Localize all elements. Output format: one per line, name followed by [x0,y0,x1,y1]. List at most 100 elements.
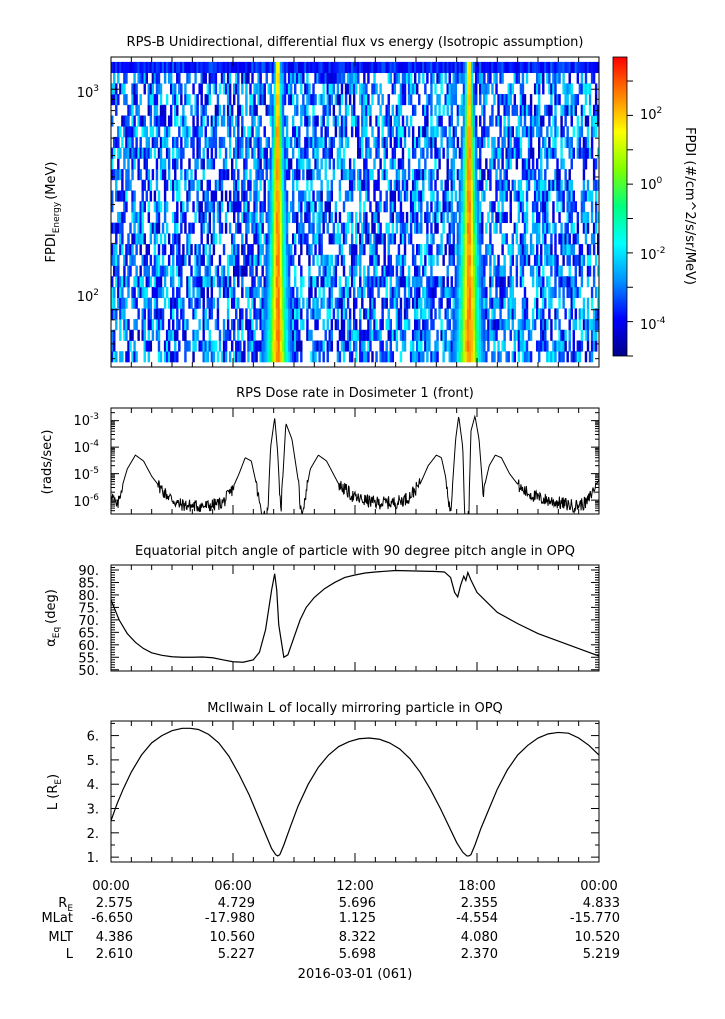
heatmap-cell [352,340,356,352]
heatmap-cell [180,297,183,309]
heatmap-cell [495,286,498,299]
heatmap-cell [391,351,395,363]
heatmap-cell [365,136,368,149]
heatmap-cell [291,179,295,191]
heatmap-cell [326,308,329,320]
heatmap-cell [157,190,161,202]
heatmap-cell [127,147,130,159]
heatmap-cell [287,72,291,84]
heatmap-cell [422,319,425,331]
heatmap-cell [460,308,464,320]
heatmap-cell [184,351,187,363]
heatmap-cell [570,190,573,202]
heatmap-cell [357,147,360,159]
heatmap-cell [413,319,417,331]
heatmap-cell [491,83,494,95]
heatmap-cell [271,222,275,234]
heatmap-cell [206,83,209,95]
heatmap-cell [182,319,185,331]
heatmap-cell [298,329,301,341]
heatmap-cell [298,222,301,234]
heatmap-cell [424,169,427,181]
heatmap-cell [230,201,234,213]
heatmap-cell [123,308,126,320]
heatmap-cell [253,286,256,299]
heatmap-cell [586,190,590,202]
heatmap-cell [265,254,268,266]
heatmap-cell [308,297,311,309]
heatmap-cell [361,136,364,149]
heatmap-cell [373,244,376,256]
heatmap-cell [460,158,464,170]
heatmap-cell [255,61,258,74]
heatmap-cell [375,244,378,256]
heatmap-cell [426,340,429,352]
heatmap-cell [385,61,388,74]
heatmap-cell [163,340,167,352]
heatmap-cell [352,254,356,266]
heatmap-cell [472,169,476,181]
heatmap-cell [477,319,480,331]
heatmap-cell [513,61,517,74]
heatmap-cell [540,72,543,84]
heatmap-cell [237,201,240,213]
heatmap-cell [180,94,183,106]
heatmap-cell [198,254,201,266]
heatmap-cell [123,190,126,202]
heatmap-cell [444,72,447,84]
heatmap-cell [275,244,279,256]
heatmap-cell [519,147,523,159]
heatmap-cell [542,297,545,309]
heatmap-cell [267,351,270,363]
heatmap-cell [594,222,598,234]
heatmap-cell [176,211,179,224]
heatmap-cell [342,286,346,299]
heatmap-cell [564,329,567,341]
heatmap-cell [161,244,165,256]
heatmap-cell [430,115,433,127]
heatmap-cell [277,190,281,202]
heatmap-cell [550,254,553,266]
heatmap-cell [243,61,246,74]
heatmap-cell [462,126,466,138]
heatmap-cell [259,94,262,106]
heatmap-cell [489,72,492,84]
heatmap-cell [243,211,246,224]
heatmap-cell [224,340,228,352]
heatmap-cell [570,276,573,288]
heatmap-cell [326,351,329,363]
heatmap-cell [535,340,539,352]
heatmap-cell [178,265,181,277]
heatmap-cell [363,169,366,181]
heatmap-cell [346,72,350,84]
heatmap-cell [208,244,212,256]
heatmap-cell [196,244,199,256]
heatmap-cell [409,211,413,224]
heatmap-cell [511,276,514,288]
heatmap-cell [115,308,118,320]
heatmap-cell [300,201,303,213]
heatmap-cell [167,340,171,352]
heatmap-cell [291,319,295,331]
heatmap-cell [355,254,358,266]
heatmap-cell [507,83,510,95]
heatmap-cell [383,61,386,74]
heatmap-cell [133,158,136,170]
heatmap-cell [385,340,388,352]
heatmap-cell [564,308,567,320]
heatmap-cell [403,276,407,288]
heatmap-cell [125,169,128,181]
heatmap-cell [576,136,580,149]
heatmap-cell [245,136,248,149]
heatmap-cell [548,179,551,191]
heatmap-cell [403,94,407,106]
heatmap-cell [233,211,236,224]
heatmap-cell [491,329,494,341]
heatmap-cell [344,286,348,299]
heatmap-cell [153,147,157,159]
heatmap-cell [281,61,285,74]
heatmap-cell [558,265,561,277]
heatmap-cell [497,254,500,266]
heatmap-cell [241,179,244,191]
heatmap-cell [350,265,354,277]
